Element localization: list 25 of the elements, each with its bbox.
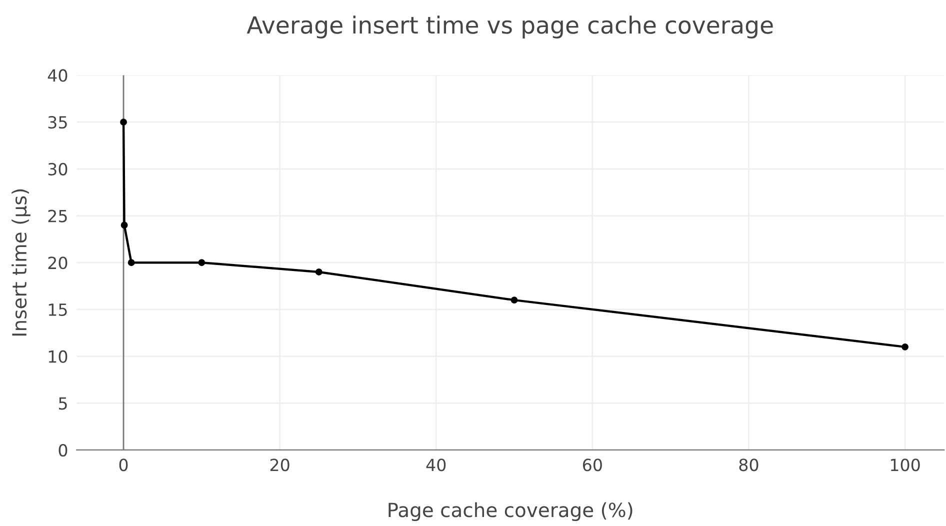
x-tick-label: 100 <box>890 458 920 472</box>
y-tick-label: 0 <box>58 444 68 457</box>
chart-title: Average insert time vs page cache coverage <box>246 16 773 38</box>
y-tick-label: 40 <box>48 69 68 82</box>
point <box>902 343 909 350</box>
y-tick-label: 35 <box>48 116 67 129</box>
point <box>198 259 206 266</box>
point <box>120 118 127 126</box>
y-tick-label: 5 <box>58 397 67 410</box>
y-tick-label: 20 <box>48 256 68 270</box>
x-axis-title: Page cache coverage (%) <box>388 502 632 522</box>
x-tick-label: 0 <box>119 458 128 472</box>
x-tick-label: 80 <box>739 458 758 472</box>
y-axis-title: Insert time (µs) <box>12 189 30 336</box>
x-tick-label: 20 <box>270 458 290 472</box>
x-tick-label: 40 <box>426 458 446 472</box>
x-tick-label: 60 <box>582 458 602 472</box>
y-tick-label: 30 <box>48 162 68 176</box>
point <box>120 222 128 229</box>
y-tick-label: 15 <box>48 304 67 316</box>
y-tick-label: 25 <box>48 210 67 222</box>
point <box>510 296 518 304</box>
y-tick-label: 10 <box>48 350 68 363</box>
point <box>128 259 135 266</box>
point <box>315 268 322 276</box>
